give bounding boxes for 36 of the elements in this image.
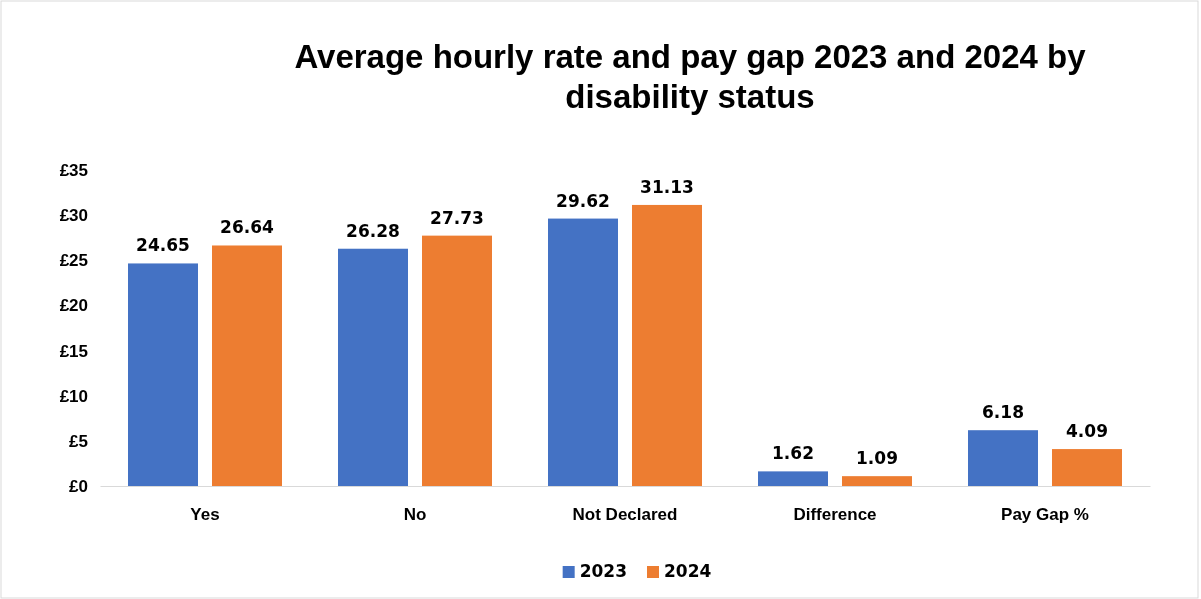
x-tick-label: No [403,505,427,525]
y-tick-label: £25 [59,251,88,271]
bar [422,235,492,486]
y-tick-label: £0 [69,476,88,496]
x-tick-label: Yes [190,505,220,525]
bar [632,204,702,486]
y-tick-label: £5 [69,431,88,451]
x-tick-label: Pay Gap % [1001,505,1089,525]
y-tick-label: £10 [59,386,88,406]
x-tick-label: Difference [793,505,877,525]
y-tick-label: £20 [59,296,88,316]
y-tick-label: £15 [59,341,88,361]
bar [338,248,408,486]
data-label: 26.64 [220,217,275,238]
data-label: 1.09 [856,448,898,469]
data-label: 31.13 [640,176,694,197]
legend-label: 2023 [579,561,627,581]
legend-label: 2024 [664,561,712,581]
bar [1052,449,1122,486]
bar [128,263,198,486]
x-tick-label: Not Declared [572,505,678,525]
y-tick-label: £30 [59,206,88,226]
chart-title: Average hourly rate and pay gap 2023 and 2024 by disability status [294,38,1087,115]
data-label: 24.65 [136,235,190,256]
bar [212,245,282,486]
data-label: 4.09 [1066,421,1108,442]
data-label: 27.73 [430,207,484,228]
data-label: 29.62 [556,190,610,211]
bar [548,218,618,486]
bar [842,476,912,486]
bar [968,430,1038,486]
data-label: 1.62 [772,443,814,464]
y-tick-label: £35 [59,160,88,180]
data-label: 26.28 [346,220,400,241]
bar [758,471,828,486]
data-label: 6.18 [982,402,1024,423]
